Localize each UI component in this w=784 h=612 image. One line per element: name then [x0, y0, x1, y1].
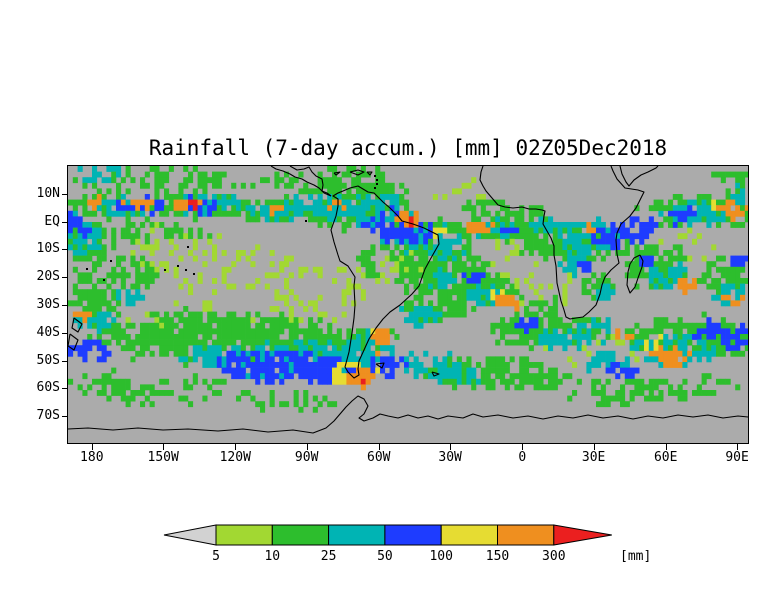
lat-tick-mark — [62, 249, 68, 251]
lon-tick-mark — [522, 444, 524, 450]
lon-tick-label: 30W — [438, 450, 462, 465]
lat-tick-label: 20S — [36, 269, 60, 285]
lon-tick-mark — [163, 444, 165, 450]
colorbar-threshold-label: 10 — [264, 549, 281, 564]
rainfall-map-canvas — [68, 166, 748, 443]
lat-tick-label: 70S — [36, 408, 60, 424]
lat-tick-mark — [62, 416, 68, 418]
lat-tick-label: 30S — [36, 297, 60, 313]
colorbar-threshold-label: 25 — [320, 549, 337, 564]
lat-tick-mark — [62, 277, 68, 279]
colorbar-segment — [497, 524, 555, 546]
colorbar-threshold-label: 100 — [429, 549, 453, 564]
map-frame — [67, 165, 749, 444]
lon-tick-mark — [450, 444, 452, 450]
colorbar-segment — [271, 524, 330, 546]
colorbar-segment — [328, 524, 386, 546]
lon-tick-label: 90W — [294, 450, 319, 465]
lat-tick-mark — [62, 221, 68, 223]
lon-tick-mark — [665, 444, 667, 450]
colorbar-unit-label: [mm] — [620, 549, 652, 564]
colorbar-threshold-label: 50 — [377, 549, 393, 564]
lon-tick-label: 30E — [581, 450, 606, 465]
plot-title: Rainfall (7-day accum.) [mm] 02Z05Dec201… — [148, 136, 668, 160]
lon-tick-label: 180 — [80, 450, 104, 465]
lon-tick-label: 0 — [518, 450, 527, 465]
colorbar-segment — [215, 524, 273, 546]
lon-tick-mark — [91, 444, 93, 450]
lat-tick-label: 40S — [36, 325, 60, 341]
lat-tick-mark — [62, 360, 68, 362]
lat-tick-mark — [62, 305, 68, 307]
lon-tick-label: 90E — [725, 450, 749, 465]
colorbar-right-arrow — [553, 524, 612, 546]
colorbar-left-arrow — [163, 524, 217, 546]
colorbar-segment — [440, 524, 499, 546]
lat-tick-label: 60S — [36, 380, 60, 396]
lat-tick-label: 10N — [36, 185, 60, 201]
lat-tick-mark — [62, 333, 68, 335]
lon-tick-label: 60W — [367, 450, 391, 465]
lon-tick-mark — [306, 444, 308, 450]
colorbar-threshold-label: 5 — [212, 549, 220, 564]
lon-tick-label: 120W — [219, 450, 251, 465]
lat-tick-label: 50S — [36, 352, 60, 368]
colorbar-threshold-label: 150 — [485, 549, 510, 564]
colorbar-threshold-label: 300 — [542, 549, 566, 564]
lon-tick-mark — [235, 444, 237, 450]
lat-tick-label: EQ — [44, 213, 60, 229]
lon-tick-mark — [378, 444, 380, 450]
lon-tick-mark — [593, 444, 595, 450]
colorbar-svg — [163, 524, 612, 546]
colorbar-segment — [384, 524, 442, 546]
lon-tick-mark — [737, 444, 739, 450]
colorbar-legend: 5 10 25 50 100 150 300 [mm] — [162, 524, 722, 572]
lon-tick-label: 150W — [147, 450, 179, 465]
lon-tick-label: 60E — [653, 450, 678, 465]
lat-tick-label: 10S — [36, 241, 60, 257]
lat-tick-mark — [62, 388, 68, 390]
lat-tick-mark — [62, 193, 68, 195]
